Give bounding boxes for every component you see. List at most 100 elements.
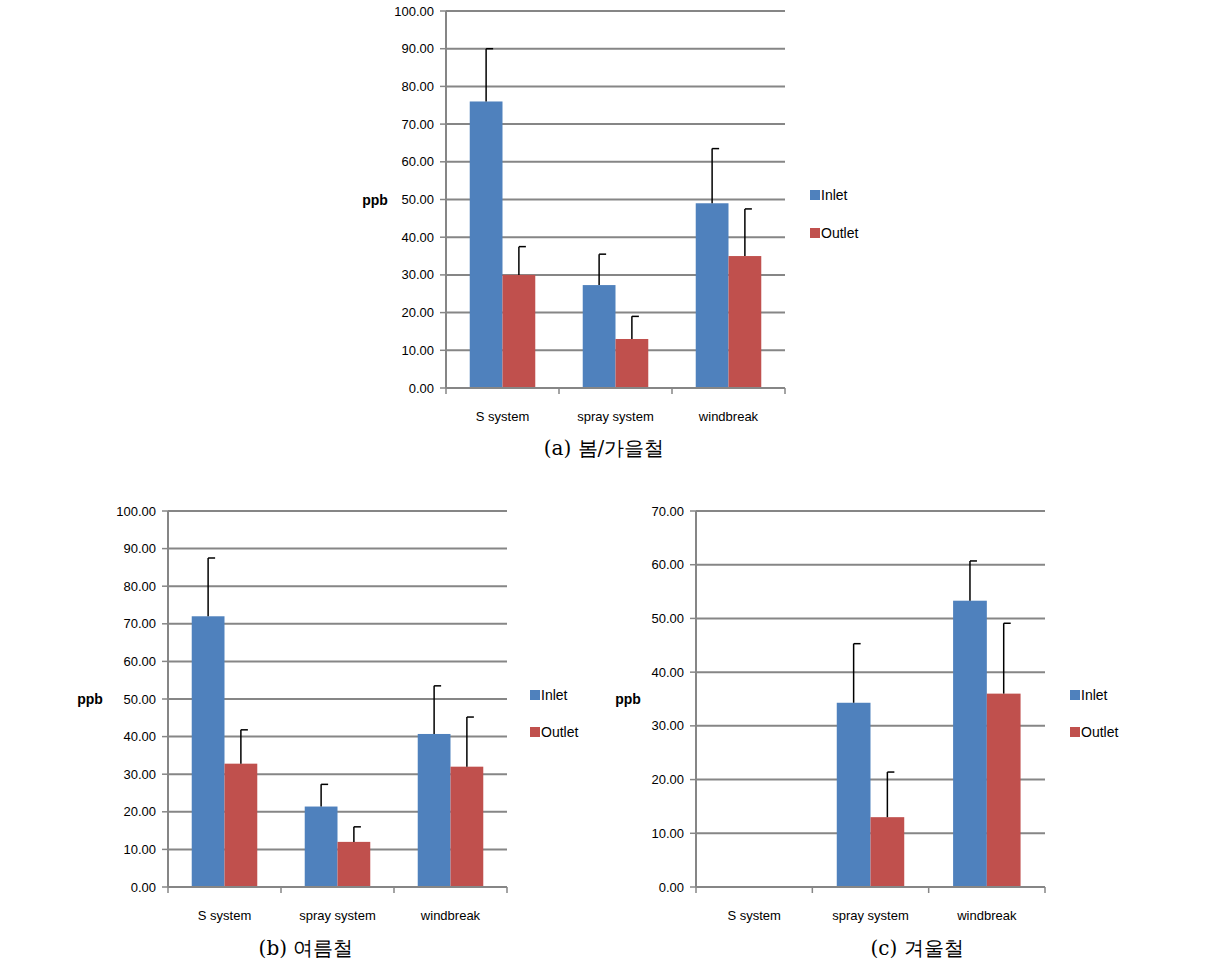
grid-line xyxy=(446,10,785,12)
figure: 0.00 10.00 20.00 30.00 40.00 50.00 60.00 70.00 8… xyxy=(0,0,1209,978)
x-tick xyxy=(167,887,169,893)
y-tick-label: 50.00 xyxy=(123,692,156,707)
legend-label: Inlet xyxy=(1081,687,1108,703)
grid-line xyxy=(696,617,1045,619)
bar xyxy=(503,275,536,388)
bar xyxy=(418,734,451,887)
error-bar xyxy=(486,49,493,102)
y-tick-label: 30.00 xyxy=(651,718,684,733)
x-tick xyxy=(784,388,786,394)
y-tick-label: 70.00 xyxy=(401,117,434,132)
y-tick-label: 0.00 xyxy=(131,880,156,895)
y-tick-label: 10.00 xyxy=(651,826,684,841)
x-tick xyxy=(671,388,673,394)
legend-label: Outlet xyxy=(1081,724,1118,740)
x-tick xyxy=(280,887,282,893)
plot-area xyxy=(837,561,1021,887)
y-tick-label: 50.00 xyxy=(651,611,684,626)
y-tick-label: 70.00 xyxy=(651,504,684,519)
legend-swatch xyxy=(530,690,540,700)
x-tick xyxy=(812,887,814,893)
bar xyxy=(729,256,762,388)
grid-line xyxy=(168,510,507,512)
x-tick xyxy=(506,887,508,893)
x-tick xyxy=(393,887,395,893)
y-tick-label: 0.00 xyxy=(659,880,684,895)
x-tick-label: spray system xyxy=(832,908,909,923)
x-tick xyxy=(445,388,447,394)
x-axis xyxy=(696,886,1045,888)
bar xyxy=(696,203,729,388)
grid-line xyxy=(446,85,785,87)
y-tick-label: 100.00 xyxy=(394,4,434,19)
bar xyxy=(871,817,905,887)
legend-swatch xyxy=(810,190,820,200)
y-tick-label: 100.00 xyxy=(116,504,156,519)
bar xyxy=(305,807,338,887)
x-tick-label: windbreak xyxy=(956,908,1017,923)
error-bar xyxy=(854,644,861,703)
grid-line xyxy=(696,564,1045,566)
y-tick-label: 60.00 xyxy=(123,654,156,669)
y-tick-label: 90.00 xyxy=(401,41,434,56)
y-tick-label: 60.00 xyxy=(651,557,684,572)
error-bar xyxy=(970,561,977,601)
y-axis-label: ppb xyxy=(615,691,641,707)
plot-area xyxy=(470,49,762,388)
plot-area xyxy=(192,558,484,887)
y-tick-label: 10.00 xyxy=(123,842,156,857)
x-tick-label: S system xyxy=(727,908,780,923)
y-tick-label: 80.00 xyxy=(123,579,156,594)
chart-title: (b) 여름철 xyxy=(259,936,354,960)
bar xyxy=(616,339,649,388)
y-tick-label: 60.00 xyxy=(401,154,434,169)
y-tick-label: 30.00 xyxy=(401,267,434,282)
error-bar xyxy=(241,730,248,764)
bar xyxy=(583,285,616,388)
error-bar xyxy=(712,149,719,204)
bar xyxy=(953,601,987,887)
y-tick-label: 90.00 xyxy=(123,541,156,556)
error-bar xyxy=(434,686,441,734)
error-bar xyxy=(745,209,752,256)
grid-line xyxy=(696,510,1045,512)
x-tick-label: windbreak xyxy=(698,409,759,424)
y-tick-label: 10.00 xyxy=(401,343,434,358)
bar xyxy=(451,767,484,887)
chart-title: (c) 겨울철 xyxy=(870,936,963,960)
x-tick-label: S system xyxy=(476,409,529,424)
x-tick xyxy=(695,887,697,893)
y-tick-label: 20.00 xyxy=(401,305,434,320)
chart-title: (a) 봄/가을철 xyxy=(544,436,665,460)
bar xyxy=(338,842,371,887)
bar xyxy=(470,101,503,388)
error-bar xyxy=(632,316,639,339)
error-bar xyxy=(519,247,526,275)
error-bar xyxy=(354,827,361,842)
x-axis xyxy=(168,886,507,888)
y-tick-label: 50.00 xyxy=(401,192,434,207)
error-bar xyxy=(208,558,215,616)
legend-swatch xyxy=(810,228,820,238)
y-tick-label: 70.00 xyxy=(123,616,156,631)
grid-line xyxy=(446,48,785,50)
chart: 0.0010.0020.0030.0040.0050.0060.0070.00p… xyxy=(615,504,1118,961)
legend-label: Outlet xyxy=(821,225,858,241)
y-tick-label: 20.00 xyxy=(123,804,156,819)
x-tick xyxy=(558,388,560,394)
grid-line xyxy=(168,585,507,587)
x-tick-label: spray system xyxy=(299,908,376,923)
y-tick-label: 0.00 xyxy=(409,381,434,396)
y-axis xyxy=(445,11,447,388)
grid-line xyxy=(696,886,1045,888)
grid-line xyxy=(168,886,507,888)
y-axis-label: ppb xyxy=(77,691,103,707)
y-axis xyxy=(695,511,697,887)
y-axis-label: ppb xyxy=(362,192,388,208)
y-axis xyxy=(167,511,169,887)
y-tick-label: 30.00 xyxy=(123,767,156,782)
y-tick-label: 40.00 xyxy=(401,230,434,245)
grid-line xyxy=(446,387,785,389)
x-tick-label: spray system xyxy=(577,409,654,424)
x-tick-label: S system xyxy=(198,908,251,923)
